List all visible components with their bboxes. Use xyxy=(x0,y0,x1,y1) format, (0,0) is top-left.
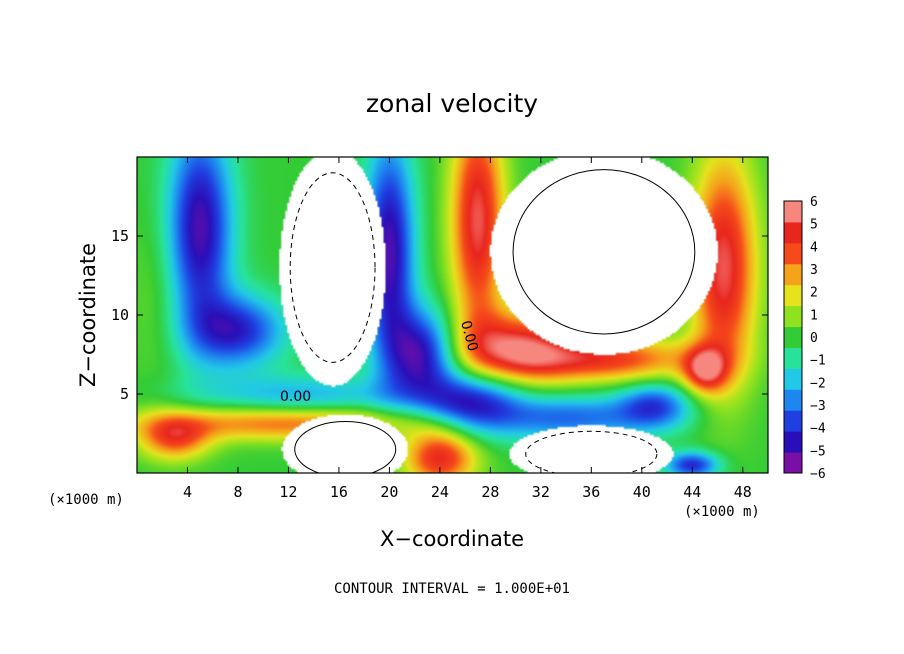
colorbar-swatch xyxy=(784,201,802,223)
x-tick-label: 48 xyxy=(734,483,752,501)
colorbar-tick-label: −6 xyxy=(810,467,826,482)
x-unit-label-left: (×1000 m) xyxy=(48,492,124,508)
x-tick-label: 24 xyxy=(431,483,449,501)
y-tick-label: 10 xyxy=(111,306,129,324)
contour-line xyxy=(525,430,658,473)
colorbar-swatch xyxy=(784,305,802,328)
contour-label-zero-left: 0.00 xyxy=(280,389,311,405)
colorbar-swatch xyxy=(784,452,802,474)
colorbar-swatch xyxy=(784,221,802,244)
x-tick-label: 44 xyxy=(683,483,701,501)
x-unit-label-right: (×1000 m) xyxy=(684,504,760,520)
y-tick-label: 15 xyxy=(111,227,129,245)
y-axis-ticks: 5 10 15 xyxy=(111,227,768,403)
colorbar-swatch xyxy=(784,347,802,369)
x-tick-label: 4 xyxy=(183,483,192,501)
contour-line xyxy=(512,169,696,335)
colorbar-tick-label: −2 xyxy=(810,376,826,391)
colorbar-swatch xyxy=(784,368,802,390)
colorbar-tick-label: 5 xyxy=(810,218,818,233)
colorbar-swatch xyxy=(784,431,802,453)
x-tick-label: 16 xyxy=(330,483,348,501)
colorbar-swatch xyxy=(784,326,802,348)
contour-interval-note: CONTOUR INTERVAL = 1.000E+01 xyxy=(334,581,570,597)
x-tick-label: 12 xyxy=(279,483,297,501)
x-tick-label: 40 xyxy=(633,483,651,501)
contour-lines xyxy=(289,169,696,473)
x-tick-label: 36 xyxy=(582,483,600,501)
chart-title: zonal velocity xyxy=(366,89,538,118)
x-tick-label: 32 xyxy=(532,483,550,501)
contour-line xyxy=(289,172,376,363)
colorbar-tick-label: 4 xyxy=(810,240,818,255)
x-axis-label: X−coordinate xyxy=(380,527,524,551)
colorbar-tick-label: 1 xyxy=(810,308,818,323)
y-tick-label: 5 xyxy=(120,385,129,403)
colorbar-tick-label: 6 xyxy=(810,195,818,210)
colorbar-tick-label: −5 xyxy=(810,444,826,459)
x-tick-label: 20 xyxy=(380,483,398,501)
colorbar-swatch xyxy=(784,263,802,286)
colorbar-tick-label: −1 xyxy=(810,354,826,369)
colorbar: 6 5 4 3 2 1 0 −1 −2 −3 −4 −5 −6 xyxy=(783,195,826,482)
x-tick-label: 8 xyxy=(233,483,242,501)
colorbar-frame xyxy=(783,200,803,474)
colorbar-tick-label: 3 xyxy=(810,263,818,278)
colorbar-tick-label: 2 xyxy=(810,286,818,301)
x-axis-ticks: 4 8 12 16 20 24 28 32 36 40 44 48 xyxy=(183,157,752,501)
velocity-field xyxy=(137,157,768,473)
colorbar-tick-label: −4 xyxy=(810,422,826,437)
colorbar-tick-label: 0 xyxy=(810,331,818,346)
colorbar-swatch xyxy=(784,389,802,411)
y-axis-label: Z−coordinate xyxy=(76,243,100,387)
contour-label-zero-center: 0.00 xyxy=(457,319,481,353)
colorbar-tick-label: −3 xyxy=(810,399,826,414)
colorbar-swatch xyxy=(784,284,802,307)
x-tick-label: 28 xyxy=(481,483,499,501)
contour-line xyxy=(294,421,397,473)
colorbar-swatch xyxy=(784,410,802,432)
colorbar-swatch xyxy=(784,242,802,265)
